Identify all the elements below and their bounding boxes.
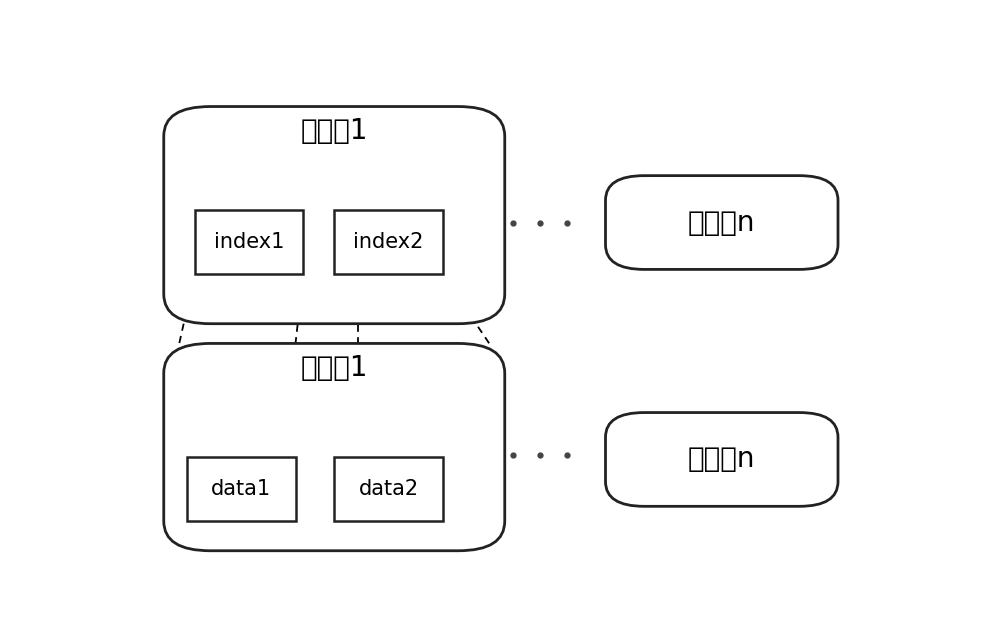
Text: data2: data2 — [358, 479, 419, 499]
Text: 数据兗1: 数据兗1 — [300, 354, 368, 382]
FancyBboxPatch shape — [164, 344, 505, 551]
Bar — [334, 457, 443, 521]
Text: index1: index1 — [214, 232, 284, 253]
Bar — [195, 210, 303, 274]
FancyBboxPatch shape — [606, 176, 838, 269]
Bar — [334, 210, 443, 274]
Text: index2: index2 — [353, 232, 424, 253]
Text: 索引兗1: 索引兗1 — [300, 117, 368, 146]
Text: data1: data1 — [211, 479, 271, 499]
Bar — [187, 457, 296, 521]
FancyBboxPatch shape — [164, 106, 505, 324]
Text: 索引块n: 索引块n — [688, 208, 756, 237]
FancyBboxPatch shape — [606, 413, 838, 506]
Text: 数据块n: 数据块n — [688, 445, 756, 474]
